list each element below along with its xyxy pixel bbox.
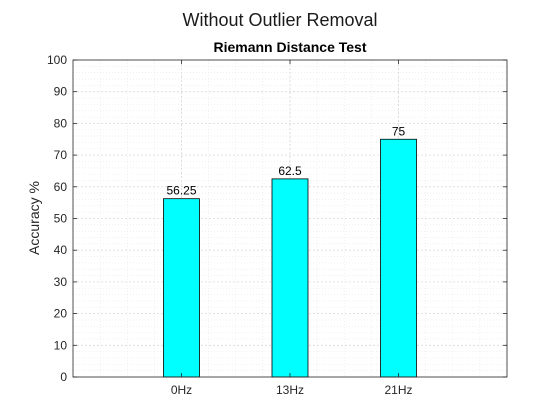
y-tick-label: 40: [54, 243, 68, 257]
x-tick-label: 21Hz: [384, 383, 412, 397]
bar-0Hz: [163, 198, 200, 378]
y-tick-label: 90: [54, 85, 68, 99]
bar-21Hz: [380, 138, 417, 378]
y-tick-label: 20: [54, 307, 68, 321]
data-label: 62.5: [278, 164, 302, 178]
figure-suptitle: Without Outlier Removal: [182, 10, 378, 30]
x-tick-label: 13Hz: [276, 383, 304, 397]
y-tick-label: 10: [54, 338, 68, 352]
data-label: 75: [392, 124, 406, 138]
y-tick-label: 100: [47, 53, 67, 67]
y-tick-label: 60: [54, 180, 68, 194]
y-tick-label: 50: [54, 212, 68, 226]
y-tick-label: 70: [54, 148, 68, 162]
bar-13Hz: [271, 178, 309, 378]
chart-title: Riemann Distance Test: [213, 39, 367, 55]
y-tick-label: 0: [60, 370, 67, 384]
y-tick-label: 80: [54, 116, 68, 130]
data-label: 56.25: [166, 184, 196, 198]
y-tick-label: 30: [54, 275, 68, 289]
x-tick-label: 0Hz: [171, 383, 192, 397]
